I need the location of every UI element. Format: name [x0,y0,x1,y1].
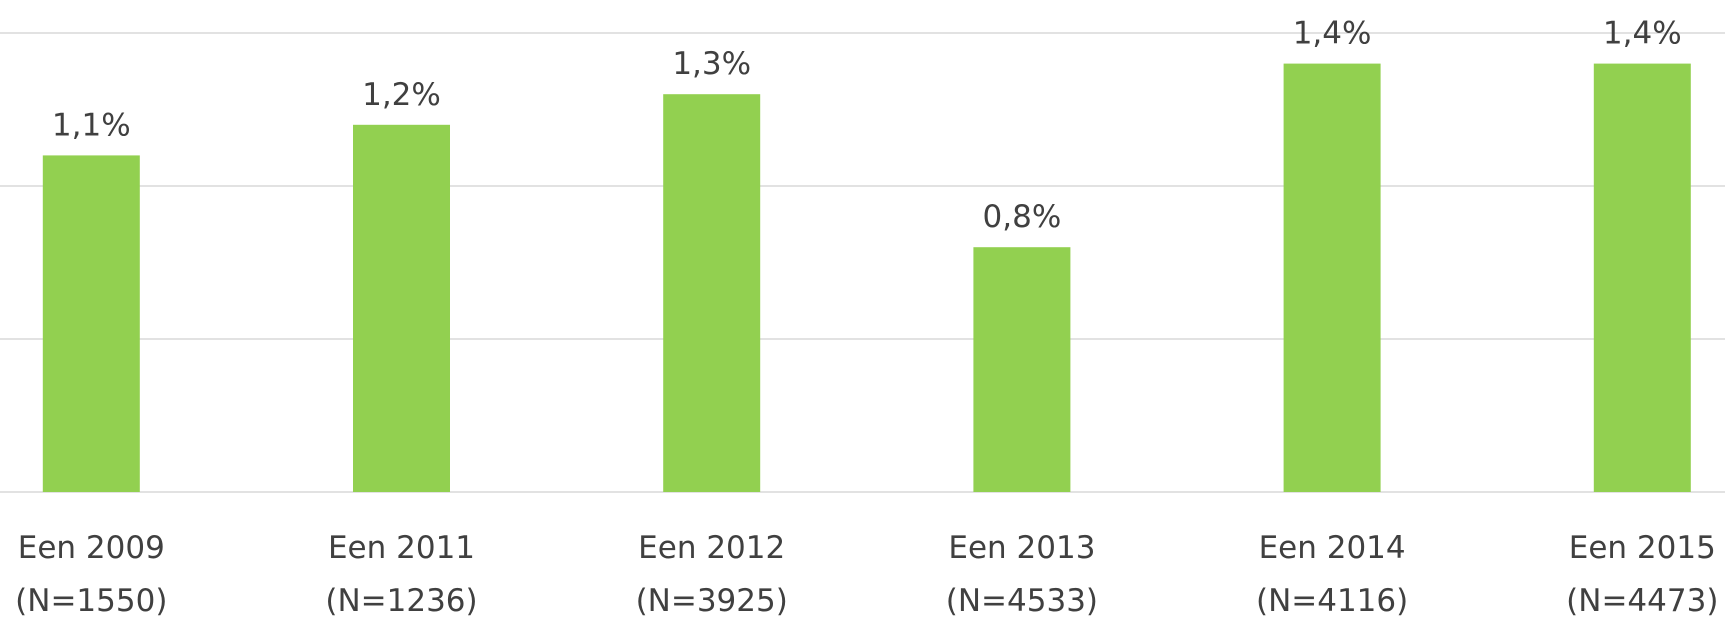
x-tick-label: (N=1550) [15,583,167,619]
bar [1283,63,1381,492]
x-tick-label: (N=1236) [325,583,477,619]
x-tick-label: Een 2014 [1259,530,1406,566]
x-tick-label: Een 2009 [18,530,165,566]
bar [1593,63,1691,492]
data-label: 1,4% [1293,16,1372,52]
x-tick-label: Een 2011 [328,530,475,566]
x-tick-label: (N=4533) [946,583,1098,619]
data-label: 1,3% [672,46,751,82]
x-tick-label: Een 2013 [948,530,1095,566]
data-label: 1,2% [362,77,441,113]
bar [973,247,1071,492]
x-tick-label: (N=4473) [1566,583,1718,619]
data-label: 1,4% [1603,16,1682,52]
x-tick-label: (N=3925) [636,583,788,619]
bar [663,94,761,492]
x-tick-label: Een 2012 [638,530,785,566]
data-label: 0,8% [983,199,1062,235]
x-tick-label: (N=4116) [1256,583,1408,619]
bar [42,155,140,492]
bar [353,124,450,493]
x-tick-label: Een 2015 [1569,530,1716,566]
data-label: 1,1% [52,107,131,143]
